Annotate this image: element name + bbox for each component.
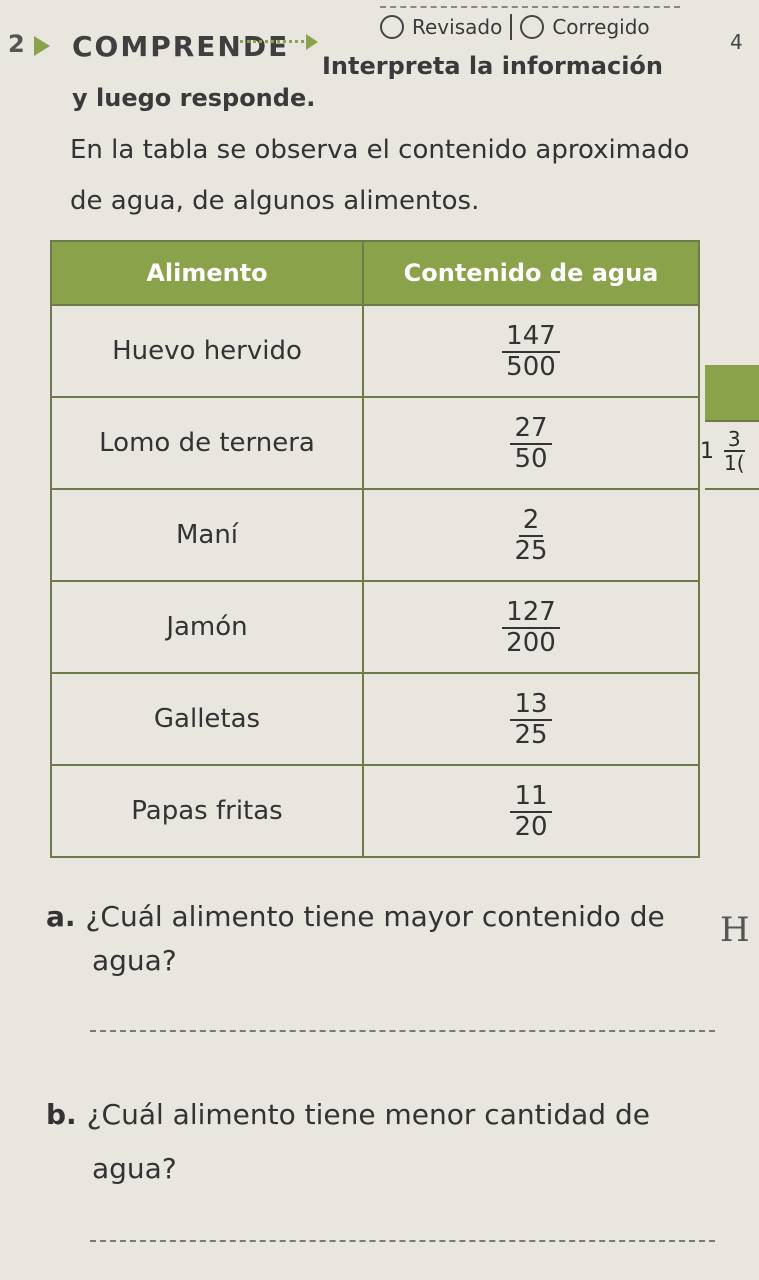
fraction-numerator: 13 bbox=[510, 690, 552, 721]
fraction-denominator: 200 bbox=[506, 627, 556, 658]
water-fraction: 147 500 bbox=[362, 304, 700, 398]
fraction-denominator: 500 bbox=[506, 351, 556, 382]
dotted-connector bbox=[240, 40, 310, 43]
review-status: Revisado Corregido bbox=[380, 14, 650, 40]
water-fraction: 27 50 bbox=[362, 396, 700, 490]
corrected-label: Corregido bbox=[552, 15, 650, 39]
table-row: Lomo de ternera 27 50 bbox=[50, 396, 700, 490]
arrow-icon bbox=[34, 36, 50, 56]
food-name: Jamón bbox=[50, 580, 364, 674]
food-name: Lomo de ternera bbox=[50, 396, 364, 490]
question-b-text-cont: agua? bbox=[92, 1152, 177, 1185]
page-number: 4 bbox=[730, 30, 743, 54]
table-header-row: Alimento Contenido de agua bbox=[50, 240, 700, 306]
question-number: 2 bbox=[8, 30, 25, 58]
handwritten-mark: H bbox=[720, 910, 750, 950]
table-row: Jamón 127 200 bbox=[50, 580, 700, 674]
table-row: Papas fritas 11 20 bbox=[50, 764, 700, 858]
water-fraction: 127 200 bbox=[362, 580, 700, 674]
intro-line-2: de agua, de algunos alimentos. bbox=[70, 186, 480, 216]
question-a-text: ¿Cuál alimento tiene mayor contenido de bbox=[85, 900, 665, 933]
arrow-icon bbox=[306, 34, 318, 50]
question-a: a. ¿Cuál alimento tiene mayor contenido d… bbox=[46, 900, 665, 933]
corrected-checkbox[interactable] bbox=[520, 15, 545, 39]
fraction-denominator: 20 bbox=[514, 811, 548, 842]
adjacent-table-cell bbox=[705, 420, 759, 490]
table-row: Galletas 13 25 bbox=[50, 672, 700, 766]
status-divider bbox=[510, 14, 513, 40]
question-b-text: ¿Cuál alimento tiene menor cantidad de bbox=[86, 1098, 650, 1131]
fraction-numerator: 2 bbox=[518, 506, 544, 537]
question-a-letter: a. bbox=[46, 900, 76, 933]
column-header-water: Contenido de agua bbox=[362, 240, 700, 306]
reviewed-label: Revisado bbox=[412, 15, 503, 39]
fraction-numerator: 11 bbox=[510, 782, 552, 813]
question-b: b. ¿Cuál alimento tiene menor cantidad de bbox=[46, 1098, 650, 1131]
skill-tag: COMPRENDE bbox=[72, 30, 290, 63]
table-row: Huevo hervido 147 500 bbox=[50, 304, 700, 398]
fraction-numerator: 127 bbox=[502, 598, 560, 629]
answer-line-b[interactable] bbox=[90, 1240, 715, 1242]
instruction-line-2: y luego responde. bbox=[72, 84, 316, 112]
food-name: Papas fritas bbox=[50, 764, 364, 858]
fraction-numerator: 147 bbox=[502, 322, 560, 353]
water-fraction: 13 25 bbox=[362, 672, 700, 766]
water-fraction: 11 20 bbox=[362, 764, 700, 858]
table-row: Maní 2 25 bbox=[50, 488, 700, 582]
food-name: Huevo hervido bbox=[50, 304, 364, 398]
fraction-numerator: 27 bbox=[510, 414, 552, 445]
intro-line-1: En la tabla se observa el contenido apro… bbox=[70, 135, 690, 165]
adjacent-table-header bbox=[705, 365, 759, 420]
mixed-whole: 1 bbox=[700, 438, 714, 464]
question-a-text-cont: agua? bbox=[92, 944, 177, 977]
column-header-food: Alimento bbox=[50, 240, 364, 306]
food-name: Maní bbox=[50, 488, 364, 582]
question-b-letter: b. bbox=[46, 1098, 77, 1131]
fraction-numerator: 3 bbox=[723, 428, 745, 452]
fraction-denominator: 50 bbox=[514, 443, 548, 474]
fraction-denominator: 25 bbox=[514, 719, 548, 750]
food-name: Galletas bbox=[50, 672, 364, 766]
fraction-denominator: 1( bbox=[724, 451, 745, 475]
water-fraction: 2 25 bbox=[362, 488, 700, 582]
instruction-line-1: Interpreta la información bbox=[322, 52, 664, 80]
answer-line-a[interactable] bbox=[90, 1030, 715, 1032]
water-content-table: Alimento Contenido de agua Huevo hervido… bbox=[50, 240, 700, 858]
top-dashed-border bbox=[380, 6, 680, 8]
reviewed-checkbox[interactable] bbox=[380, 15, 404, 39]
fraction-denominator: 25 bbox=[514, 535, 548, 566]
adjacent-mixed-number: 1 3 1( bbox=[700, 428, 749, 474]
